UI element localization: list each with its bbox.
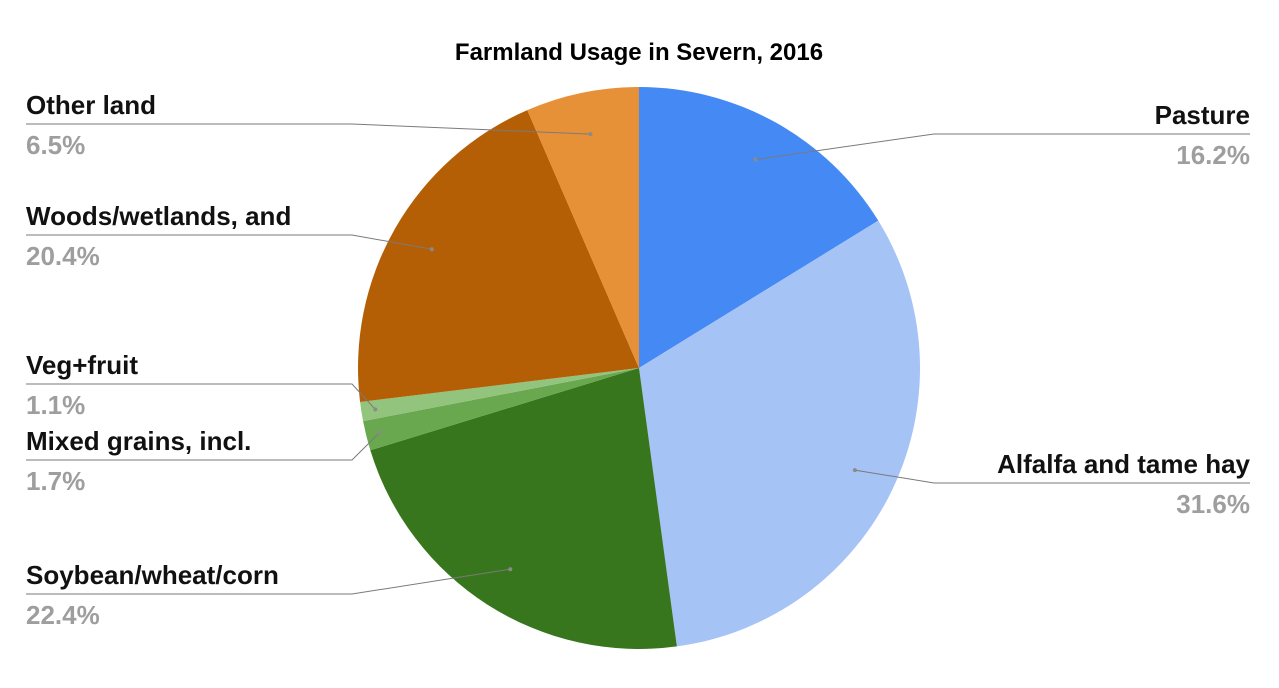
pie-slice-soybean-wheat-corn <box>370 368 677 649</box>
pie-slice-veg-fruit <box>360 368 639 422</box>
leader-anchor-other-land <box>588 132 593 137</box>
slice-label-soybean-wheat-corn: Soybean/wheat/corn <box>26 560 279 590</box>
slice-label-pasture: Pasture <box>1155 100 1250 130</box>
pie-slice-other-land <box>527 87 639 368</box>
pie-slice-woods-wetlands-and <box>358 110 639 402</box>
slice-percent-woods-wetlands-and: 20.4% <box>26 241 100 271</box>
pie-labels: Pasture 16.2% Alfalfa and tame hay 31.6% Soy… <box>26 90 1251 630</box>
leader-anchor-woods-wetlands-and <box>429 247 434 252</box>
slice-label-mixed-grains-incl: Mixed grains, incl. <box>26 426 251 456</box>
leader-line-other-land <box>26 123 591 135</box>
leader-line-woods-wetlands-and <box>26 234 432 250</box>
leader-anchor-veg-fruit <box>373 407 378 412</box>
pie-slice-alfalfa-and-tame-hay <box>639 220 920 647</box>
leader-line-mixed-grains-incl <box>26 432 381 461</box>
slice-percent-mixed-grains-incl: 1.7% <box>26 466 85 496</box>
slice-percent-alfalfa-and-tame-hay: 31.6% <box>1176 489 1250 519</box>
leader-line-veg-fruit <box>26 383 376 410</box>
slice-percent-other-land: 6.5% <box>26 130 85 160</box>
slice-label-veg-fruit: Veg+fruit <box>26 350 138 380</box>
pie-slices <box>358 87 920 649</box>
leader-line-alfalfa-and-tame-hay <box>854 469 1250 484</box>
pie-slice-pasture <box>639 87 879 368</box>
slice-percent-soybean-wheat-corn: 22.4% <box>26 600 100 630</box>
slice-label-alfalfa-and-tame-hay: Alfalfa and tame hay <box>997 449 1250 479</box>
pie-slice-mixed-grains-incl <box>363 368 639 451</box>
leader-anchor-mixed-grains-incl <box>377 430 382 435</box>
chart-title: Farmland Usage in Severn, 2016 <box>455 39 823 66</box>
leader-anchor-alfalfa-and-tame-hay <box>852 468 857 473</box>
slice-percent-veg-fruit: 1.1% <box>26 390 85 420</box>
leader-line-soybean-wheat-corn <box>26 568 511 595</box>
slice-label-other-land: Other land <box>26 90 156 120</box>
slice-label-woods-wetlands-and: Woods/wetlands, and <box>26 201 291 231</box>
leader-line-pasture <box>755 133 1250 160</box>
leader-anchor-soybean-wheat-corn <box>508 567 513 572</box>
leader-anchor-pasture <box>753 157 758 162</box>
slice-percent-pasture: 16.2% <box>1176 140 1250 170</box>
